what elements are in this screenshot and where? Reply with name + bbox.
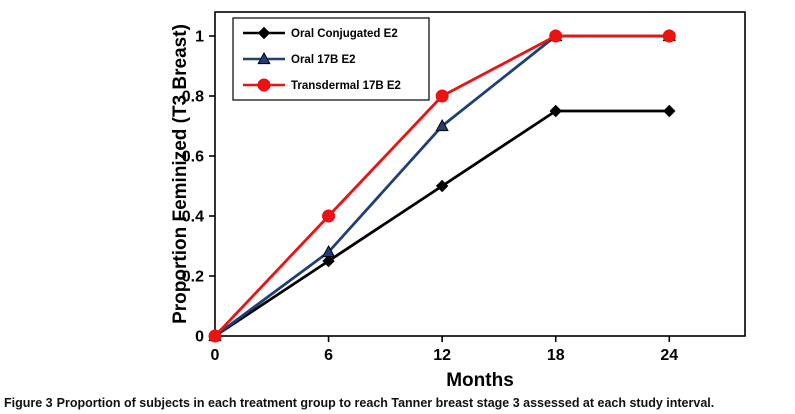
x-axis-label: Months [446, 370, 514, 390]
legend-marker-oral-17b-e2 [257, 51, 271, 65]
chart-area: 0 0.2 0.4 0.6 0.8 1 0 6 12 18 24 Months Proportion F… [170, 11, 746, 391]
series-marker-oral-conjugated-e2 [322, 254, 335, 268]
series-marker-oral-conjugated-e2 [435, 179, 449, 193]
figure-caption-label: Figure 3 [4, 396, 53, 411]
series-marker-transdermal-17b-e2 [662, 29, 676, 43]
x-tick-label: 24 [660, 347, 678, 364]
legend-label-oral-conjugated-e2: Oral Conjugated E2 [291, 28, 398, 40]
x-tick-label: 12 [433, 347, 451, 364]
series-marker-transdermal-17b-e2 [322, 209, 336, 223]
y-tick-label: 0.8 [182, 89, 204, 106]
legend-marker-oral-conjugated-e2 [257, 26, 271, 40]
y-axis-label: Proportion Feminized (T3 Breast) [170, 24, 191, 324]
y-tick-label: 0.4 [182, 209, 204, 226]
series-marker-oral-17b-e2 [321, 244, 336, 258]
y-tick-label: 0.6 [182, 149, 204, 166]
line-chart: 0 0.2 0.4 0.6 0.8 1 0 6 12 18 24 Months Proportion F… [170, 11, 746, 391]
series-marker-transdermal-17b-e2 [208, 329, 222, 343]
y-tick-label: 0 [195, 329, 204, 346]
y-tick-label: 0.2 [182, 269, 204, 286]
series-marker-transdermal-17b-e2 [549, 29, 563, 43]
x-tick-label: 18 [547, 347, 565, 364]
x-tick-label: 0 [211, 347, 220, 364]
x-tick-label: 6 [324, 347, 333, 364]
legend-marker-transdermal-17b-e2 [257, 78, 271, 92]
y-tick-label: 1 [195, 29, 204, 46]
series-marker-oral-conjugated-e2 [663, 104, 676, 118]
legend-label-oral-17b-e2: Oral 17B E2 [291, 54, 356, 66]
series-marker-oral-conjugated-e2 [549, 104, 562, 118]
series-marker-transdermal-17b-e2 [435, 89, 449, 103]
series-marker-oral-17b-e2 [435, 118, 449, 132]
figure-caption-text: Proportion of subjects in each treatment… [56, 396, 715, 411]
figure-caption: Figure 3 Proportion of subjects in each t… [4, 396, 714, 412]
legend-label-transdermal-17b-e2: Transdermal 17B E2 [291, 80, 401, 92]
